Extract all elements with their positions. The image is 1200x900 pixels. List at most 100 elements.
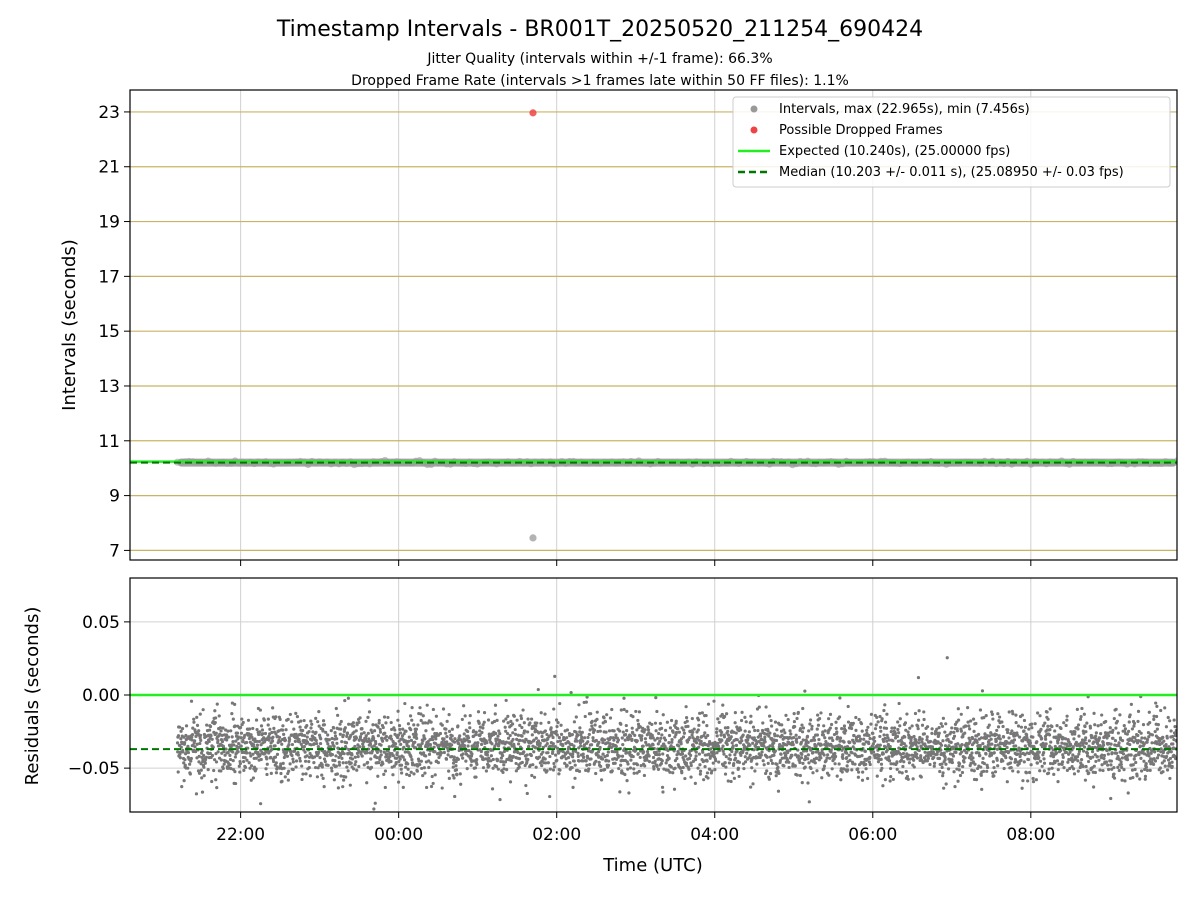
- residual-point: [372, 807, 376, 811]
- residual-point: [256, 751, 260, 755]
- residual-point: [598, 725, 602, 729]
- residual-point: [233, 755, 237, 759]
- residual-point: [287, 742, 291, 747]
- residual-point: [337, 763, 342, 767]
- residual-point: [342, 752, 346, 756]
- residual-point: [329, 766, 334, 770]
- residual-point: [459, 782, 463, 786]
- residual-point: [397, 723, 402, 728]
- residual-point: [578, 741, 583, 745]
- residual-point: [1090, 749, 1095, 754]
- residual-point: [919, 754, 923, 758]
- residual-point: [850, 768, 854, 772]
- residual-point: [619, 722, 623, 726]
- residual-point: [259, 802, 263, 806]
- residual-point: [1170, 760, 1174, 764]
- residual-point: [234, 739, 238, 743]
- residual-point: [827, 773, 831, 777]
- residual-point: [1143, 777, 1147, 781]
- residual-point: [721, 763, 726, 768]
- residual-point: [193, 739, 197, 743]
- residual-point: [1139, 731, 1143, 735]
- residual-point: [1062, 721, 1066, 725]
- residual-point: [990, 742, 994, 746]
- residual-point: [1002, 766, 1006, 771]
- intervals-y-tick-label: 7: [109, 541, 120, 561]
- residual-point: [747, 730, 751, 734]
- residual-point: [793, 725, 797, 729]
- residual-point: [819, 711, 823, 715]
- residuals-y-axis-label: Residuals (seconds): [22, 607, 43, 786]
- residual-point: [366, 760, 370, 765]
- residual-point: [406, 762, 410, 766]
- residual-point: [808, 722, 812, 726]
- residual-point: [429, 784, 434, 789]
- residual-point: [1101, 768, 1105, 773]
- residual-point: [484, 769, 489, 773]
- residual-point: [786, 750, 790, 755]
- residual-point: [1055, 759, 1060, 763]
- residual-point: [740, 739, 744, 743]
- residual-point: [451, 773, 455, 777]
- residual-point: [969, 719, 973, 723]
- residual-point: [396, 780, 401, 784]
- residual-point: [806, 753, 810, 757]
- residual-point: [590, 719, 594, 723]
- residual-point: [699, 739, 703, 744]
- residual-point: [1097, 736, 1102, 740]
- residual-point: [641, 744, 645, 748]
- residual-point: [625, 779, 629, 783]
- residual-point: [1076, 769, 1080, 773]
- residual-point: [823, 729, 827, 733]
- residual-point: [316, 720, 320, 724]
- residual-point: [631, 731, 635, 735]
- residual-point: [1050, 724, 1054, 729]
- residual-point: [502, 749, 507, 754]
- residual-point: [1120, 756, 1124, 760]
- residual-point: [513, 727, 517, 732]
- residual-point: [665, 720, 669, 724]
- residual-point: [1010, 709, 1014, 713]
- residual-point: [1039, 727, 1043, 732]
- intervals-y-tick-label: 9: [109, 487, 120, 507]
- residual-point: [1063, 737, 1068, 741]
- residual-point: [842, 740, 846, 744]
- residual-point: [299, 719, 303, 723]
- residual-point: [727, 761, 731, 765]
- residual-point: [919, 775, 923, 779]
- residual-point: [681, 735, 686, 739]
- residual-point: [822, 753, 826, 757]
- residual-point: [176, 750, 180, 754]
- residual-point: [555, 724, 559, 729]
- residual-point: [683, 776, 687, 781]
- residual-point: [1155, 704, 1159, 708]
- residual-point: [345, 731, 350, 735]
- residual-point: [419, 718, 423, 723]
- residual-point: [1116, 765, 1120, 769]
- residual-point: [676, 727, 680, 731]
- residual-point: [888, 779, 892, 783]
- residual-point: [923, 750, 927, 754]
- residual-point: [353, 755, 357, 759]
- residual-point: [315, 775, 319, 779]
- residual-point: [646, 725, 650, 729]
- residual-point: [1068, 766, 1072, 771]
- residual-point: [348, 783, 352, 787]
- residual-point: [210, 737, 214, 741]
- residual-point: [974, 778, 979, 782]
- residual-point: [433, 750, 437, 754]
- residual-point: [698, 711, 702, 715]
- residual-point: [838, 696, 842, 700]
- residual-point: [717, 720, 721, 725]
- residual-point: [981, 741, 985, 746]
- residual-point: [753, 769, 757, 773]
- residual-point: [861, 770, 865, 774]
- residual-point: [454, 768, 459, 772]
- residual-point: [207, 739, 211, 744]
- residual-point: [345, 734, 349, 739]
- residual-point: [1085, 754, 1090, 758]
- residual-point: [482, 720, 486, 724]
- residual-point: [1019, 725, 1024, 729]
- residual-point: [586, 740, 590, 744]
